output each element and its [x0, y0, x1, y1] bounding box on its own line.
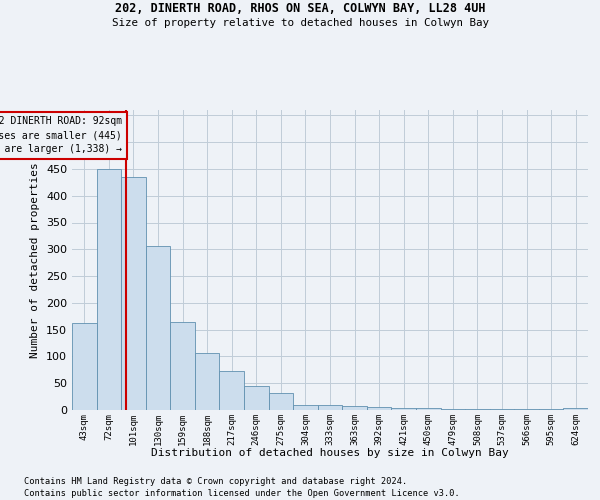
Bar [269, 394, 293, 410]
Bar [97, 169, 121, 410]
Text: 202, DINERTH ROAD, RHOS ON SEA, COLWYN BAY, LL28 4UH: 202, DINERTH ROAD, RHOS ON SEA, COLWYN B… [115, 2, 485, 16]
Text: 202 DINERTH ROAD: 92sqm
← 25% of detached houses are smaller (445)
74% of semi-d: 202 DINERTH ROAD: 92sqm ← 25% of detache… [0, 116, 122, 154]
Bar [170, 322, 195, 410]
Text: Contains public sector information licensed under the Open Government Licence v3: Contains public sector information licen… [24, 489, 460, 498]
Y-axis label: Number of detached properties: Number of detached properties [31, 162, 40, 358]
Text: Distribution of detached houses by size in Colwyn Bay: Distribution of detached houses by size … [151, 448, 509, 458]
Bar [72, 322, 97, 410]
Bar [367, 408, 391, 410]
Bar [563, 408, 588, 410]
Bar [342, 406, 367, 410]
Bar [121, 177, 146, 410]
Bar [220, 371, 244, 410]
Bar [465, 409, 490, 410]
Bar [391, 408, 416, 410]
Text: Contains HM Land Registry data © Crown copyright and database right 2024.: Contains HM Land Registry data © Crown c… [24, 478, 407, 486]
Bar [293, 404, 318, 410]
Bar [195, 352, 220, 410]
Bar [146, 246, 170, 410]
Text: Size of property relative to detached houses in Colwyn Bay: Size of property relative to detached ho… [112, 18, 488, 28]
Bar [318, 404, 342, 410]
Bar [440, 409, 465, 410]
Bar [416, 408, 440, 410]
Bar [244, 386, 269, 410]
